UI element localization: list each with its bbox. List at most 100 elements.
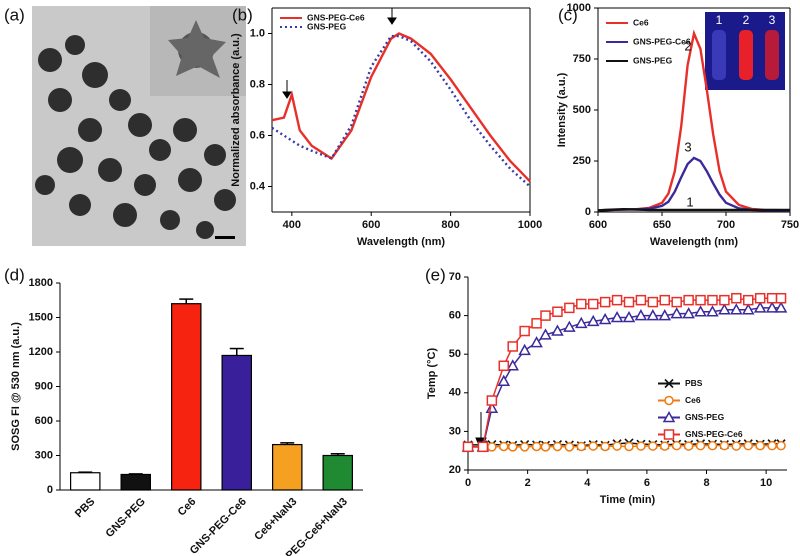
marker xyxy=(599,296,611,308)
peak-label: 1 xyxy=(686,194,693,209)
marker xyxy=(648,441,658,451)
marker xyxy=(695,294,706,306)
series-line xyxy=(597,207,790,212)
legend-marker xyxy=(664,378,674,389)
tem-image xyxy=(32,6,246,246)
x-tick-label: 800 xyxy=(441,219,459,231)
panel-label: (c) xyxy=(558,5,578,24)
y-axis-label: Intensity (a.u.) xyxy=(556,72,568,147)
marker xyxy=(719,294,730,306)
x-tick-label: 750 xyxy=(781,219,799,231)
marker xyxy=(636,441,646,451)
y-tick-label: 300 xyxy=(35,449,53,461)
marker xyxy=(564,442,575,452)
panel-label: (b) xyxy=(232,5,253,24)
series-line xyxy=(468,307,782,448)
marker xyxy=(540,310,551,321)
bar xyxy=(120,473,151,491)
inset-label: 1 xyxy=(716,13,723,27)
legend-label: PBS xyxy=(685,378,703,388)
series-line xyxy=(271,32,531,183)
marker xyxy=(612,441,622,451)
marker xyxy=(477,441,489,453)
marker xyxy=(767,440,777,451)
x-tick-label: GNS-PEG xyxy=(104,496,148,540)
legend-label: GNS-PEG xyxy=(685,412,725,422)
marker xyxy=(462,441,474,453)
marker xyxy=(624,441,634,452)
marker xyxy=(776,440,786,451)
x-tick-label: 700 xyxy=(717,219,735,231)
panel-label: (a) xyxy=(4,5,25,24)
x-axis-label: Time (min) xyxy=(600,494,656,506)
legend-label: GNS-PEG-Ce6 xyxy=(307,12,365,22)
x-tick-label: Ce6+NaN3 xyxy=(252,496,299,543)
marker xyxy=(694,305,707,317)
marker xyxy=(765,301,779,313)
marker xyxy=(499,441,509,452)
marker xyxy=(775,292,787,304)
x-tick-label: 4 xyxy=(584,477,591,489)
bar xyxy=(221,354,252,491)
marker xyxy=(498,360,510,372)
marker xyxy=(611,294,623,306)
y-tick-label: 0.8 xyxy=(250,78,265,90)
y-tick-label: 0.4 xyxy=(250,180,266,192)
x-tick-label: 650 xyxy=(653,219,671,231)
marker xyxy=(659,294,671,306)
y-tick-label: 900 xyxy=(35,380,53,392)
y-axis-label: Normalized absorbance (a.u.) xyxy=(230,33,242,187)
marker xyxy=(754,292,766,304)
y-tick-label: 50 xyxy=(449,348,461,360)
marker xyxy=(518,343,531,356)
inset-label: 2 xyxy=(743,13,750,27)
marker xyxy=(683,441,694,451)
marker xyxy=(718,303,731,315)
marker xyxy=(755,440,765,451)
y-tick-label: 1500 xyxy=(29,311,53,323)
marker xyxy=(634,309,648,321)
marker xyxy=(507,442,518,452)
marker xyxy=(671,296,682,308)
marker xyxy=(610,310,624,323)
marker xyxy=(658,309,672,321)
marker xyxy=(531,441,542,452)
marker xyxy=(682,307,695,319)
marker xyxy=(519,442,530,452)
legend-marker xyxy=(662,410,676,423)
x-tick-label: 8 xyxy=(703,477,709,489)
y-tick-label: 60 xyxy=(449,310,461,322)
marker xyxy=(743,440,753,451)
marker xyxy=(646,309,660,321)
marker xyxy=(588,441,598,451)
legend-label: Ce6 xyxy=(685,395,701,405)
marker xyxy=(552,306,563,317)
y-axis-label: Temp (°C) xyxy=(426,348,438,400)
marker xyxy=(540,442,551,452)
marker xyxy=(506,359,519,371)
marker xyxy=(753,301,767,313)
peak-label: 2 xyxy=(684,38,691,53)
marker xyxy=(486,395,498,406)
fluorescence-inset xyxy=(705,12,785,90)
marker xyxy=(587,298,599,310)
panel-label: (d) xyxy=(4,265,25,284)
marker xyxy=(497,374,511,386)
x-tick-label: 10 xyxy=(760,477,772,489)
x-tick-label: 6 xyxy=(644,477,650,489)
marker xyxy=(530,336,543,348)
y-tick-label: 1.0 xyxy=(250,27,265,39)
marker xyxy=(531,318,542,329)
x-axis-label: Wavelength (nm) xyxy=(357,236,446,248)
marker xyxy=(564,302,575,314)
legend-label: GNS-PEG-Ce6 xyxy=(685,429,743,439)
marker xyxy=(647,296,659,308)
markers xyxy=(463,440,786,452)
y-tick-label: 600 xyxy=(35,415,53,427)
legend-label: GNS-PEG-Ce6 xyxy=(633,36,691,46)
y-tick-label: 20 xyxy=(449,464,461,476)
marker xyxy=(552,441,563,452)
marker xyxy=(683,294,694,306)
marker xyxy=(730,303,743,315)
